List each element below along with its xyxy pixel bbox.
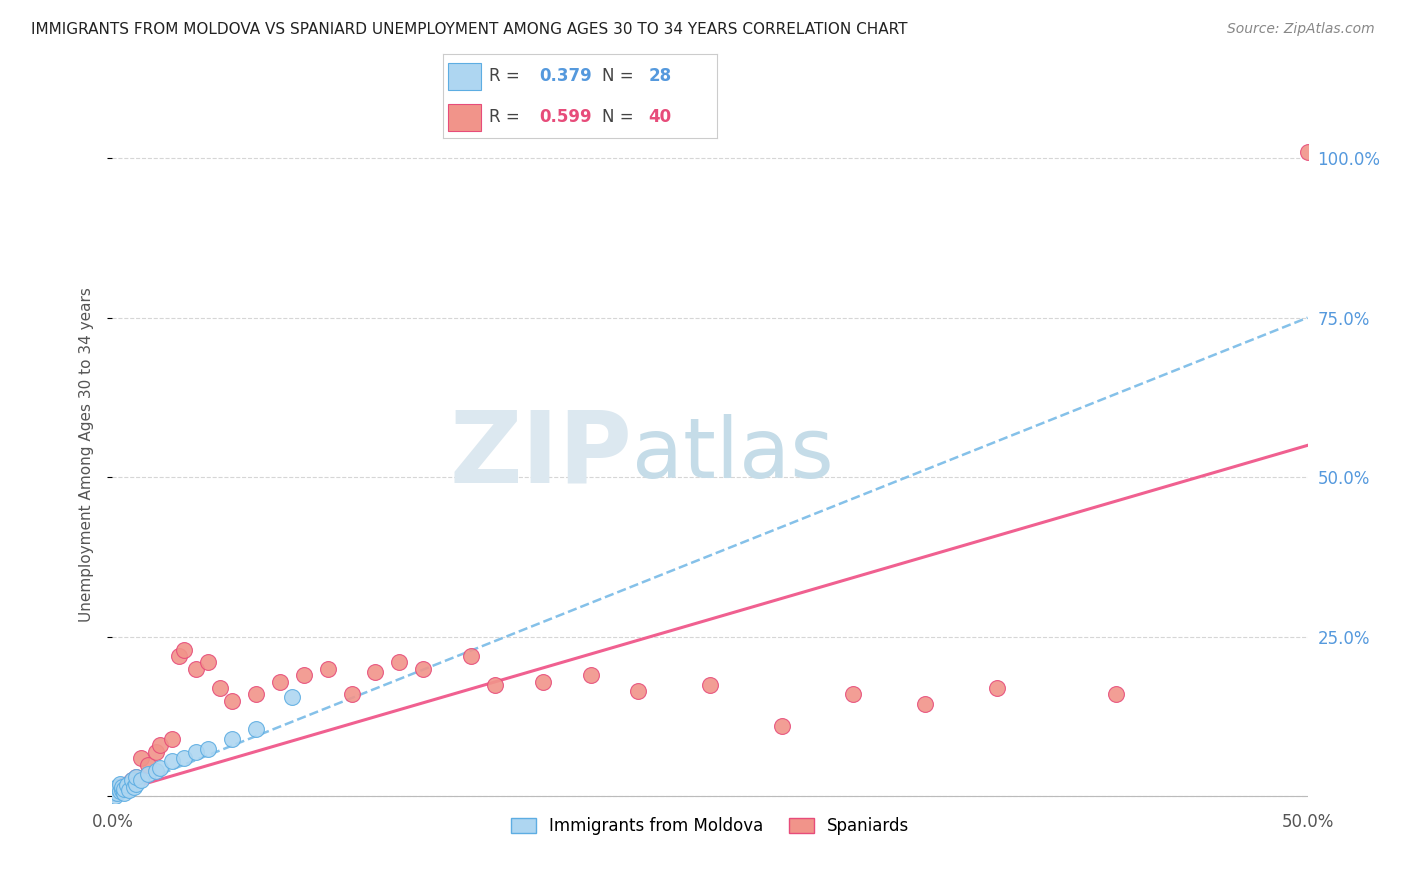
Point: [122, 780, 145, 794]
Point: [531, 674, 554, 689]
Point: [221, 694, 243, 708]
Point: [104, 783, 127, 797]
Point: [108, 777, 131, 791]
Point: [221, 731, 243, 746]
Point: [149, 739, 172, 753]
Point: [162, 754, 183, 768]
Point: [101, 786, 124, 800]
Point: [842, 687, 865, 701]
Point: [292, 668, 315, 682]
Point: [121, 773, 143, 788]
Point: [129, 751, 152, 765]
Point: [460, 648, 482, 663]
Point: [108, 780, 131, 794]
Point: [111, 783, 134, 797]
Point: [269, 674, 291, 689]
Text: N =: N =: [602, 68, 638, 86]
Point: [125, 777, 148, 791]
Point: [114, 778, 135, 792]
Point: [149, 761, 172, 775]
Point: [104, 789, 127, 804]
Point: [316, 662, 339, 676]
Point: [186, 662, 208, 676]
Text: atlas: atlas: [633, 415, 834, 495]
Point: [101, 786, 124, 800]
Text: 28: 28: [648, 68, 672, 86]
Point: [364, 665, 387, 679]
Point: [114, 786, 135, 800]
Point: [105, 784, 128, 798]
Point: [173, 642, 195, 657]
Point: [1105, 687, 1128, 701]
Point: [173, 751, 195, 765]
Point: [914, 697, 936, 711]
Point: [986, 681, 1008, 695]
Point: [579, 668, 602, 682]
Point: [627, 684, 650, 698]
Text: IMMIGRANTS FROM MOLDOVA VS SPANIARD UNEMPLOYMENT AMONG AGES 30 TO 34 YEARS CORRE: IMMIGRANTS FROM MOLDOVA VS SPANIARD UNEM…: [31, 22, 907, 37]
Point: [105, 786, 128, 800]
Point: [145, 745, 167, 759]
Point: [484, 678, 506, 692]
Point: [125, 770, 148, 784]
Point: [340, 687, 363, 701]
Point: [699, 678, 721, 692]
Text: Source: ZipAtlas.com: Source: ZipAtlas.com: [1227, 22, 1375, 37]
Point: [129, 773, 152, 788]
FancyBboxPatch shape: [449, 103, 481, 130]
Text: R =: R =: [489, 68, 526, 86]
Point: [105, 780, 128, 794]
Point: [1296, 145, 1319, 159]
Text: R =: R =: [489, 108, 526, 126]
Point: [115, 778, 138, 792]
Point: [115, 777, 138, 791]
Y-axis label: Unemployment Among Ages 30 to 34 years: Unemployment Among Ages 30 to 34 years: [79, 287, 94, 623]
Point: [125, 770, 148, 784]
Text: ZIP: ZIP: [450, 407, 633, 503]
Point: [169, 648, 191, 663]
Point: [145, 764, 167, 778]
Point: [114, 781, 135, 796]
Point: [162, 731, 183, 746]
Point: [118, 783, 141, 797]
Point: [186, 745, 208, 759]
Point: [388, 656, 411, 670]
FancyBboxPatch shape: [449, 62, 481, 90]
Point: [121, 773, 143, 788]
Text: N =: N =: [602, 108, 638, 126]
Point: [412, 662, 434, 676]
Point: [108, 784, 131, 798]
Point: [111, 780, 134, 794]
Point: [197, 741, 219, 756]
Point: [245, 723, 267, 737]
Text: 40: 40: [648, 108, 672, 126]
Point: [281, 690, 304, 705]
Point: [104, 783, 127, 797]
Point: [770, 719, 793, 733]
Point: [138, 767, 160, 781]
Point: [138, 757, 160, 772]
Text: 0.379: 0.379: [538, 68, 592, 86]
Legend: Immigrants from Moldova, Spaniards: Immigrants from Moldova, Spaniards: [502, 808, 918, 843]
Text: 0.599: 0.599: [538, 108, 592, 126]
Point: [245, 687, 267, 701]
Point: [197, 656, 219, 670]
Point: [209, 681, 232, 695]
Point: [111, 781, 134, 796]
